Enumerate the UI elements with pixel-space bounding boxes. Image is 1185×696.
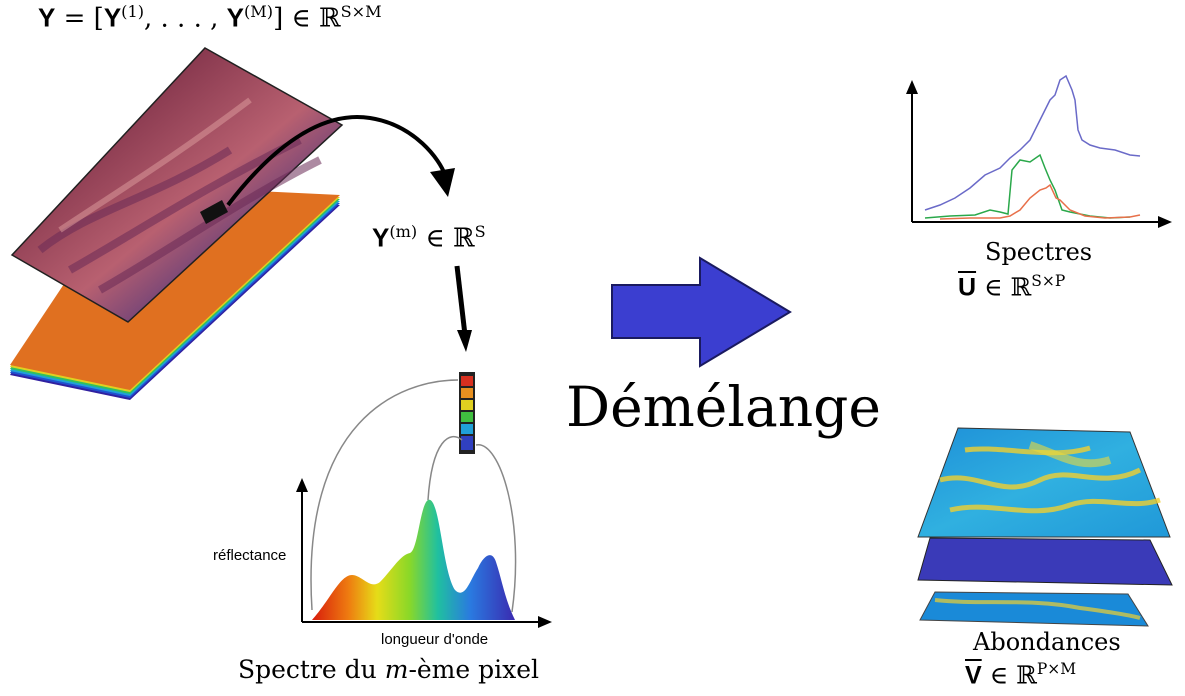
unmixing-arrow — [611, 256, 792, 368]
abundance-map-2 — [917, 537, 1173, 586]
pixel-band — [461, 388, 473, 398]
endmember-spectra-chart — [906, 74, 1172, 228]
pixel-band — [461, 412, 473, 422]
wavelength-label: longueur d'onde — [381, 631, 489, 648]
curved-arrowhead — [430, 168, 455, 197]
pixel-spectrum-caption: Spectre du m-ème pixel — [238, 655, 540, 684]
abundances-title: Abondances — [973, 628, 1121, 656]
abundance-texture — [934, 598, 1141, 620]
spectra-formula: U ∈ ℝS×P — [958, 272, 1066, 302]
reflectance-label: réflectance — [213, 547, 287, 564]
abundances-formula: V ∈ ℝP×M — [965, 660, 1077, 690]
pixel-band — [461, 376, 473, 386]
spectra-x-arrowhead — [1158, 216, 1172, 228]
cube-texture — [58, 97, 252, 233]
abundance-maps — [917, 427, 1173, 627]
pixel-column — [459, 372, 475, 454]
pixel-band — [461, 424, 473, 434]
abundance-texture — [1028, 441, 1112, 468]
spectrum-series-red — [939, 183, 1141, 220]
cube-texture — [37, 136, 322, 294]
y-axis-arrowhead — [296, 478, 308, 492]
connector-arc — [427, 435, 463, 501]
hyperspectral-cube — [10, 47, 344, 400]
down-arrow — [454, 265, 468, 336]
spectrum-series-blue — [924, 74, 1141, 211]
connector-arc — [475, 444, 517, 613]
cube-layer — [10, 185, 340, 390]
pixel-band — [461, 400, 473, 410]
spectra-title: Spectres — [985, 238, 1093, 266]
abundance-map-1 — [917, 427, 1171, 538]
spectrum-area — [312, 499, 515, 620]
down-arrowhead — [457, 330, 472, 352]
connector-arc — [310, 379, 459, 611]
abundance-texture — [939, 445, 1161, 514]
selected-pixel — [200, 200, 228, 224]
x-axis-arrowhead — [538, 616, 552, 628]
curved-arrow — [226, 115, 447, 207]
cube-formula: Y = [Y(1), . . . , Y(M)] ∈ ℝS×M — [38, 2, 382, 34]
pixel-formula: Y(m) ∈ ℝS — [372, 222, 486, 254]
spectrum-series-green — [924, 153, 1131, 219]
abundance-map-3 — [919, 591, 1149, 627]
pixel-spectrum-plot — [296, 478, 552, 628]
pixel-band — [461, 436, 473, 450]
spectra-y-arrowhead — [906, 80, 918, 94]
unmixing-label: Démélange — [566, 375, 881, 439]
